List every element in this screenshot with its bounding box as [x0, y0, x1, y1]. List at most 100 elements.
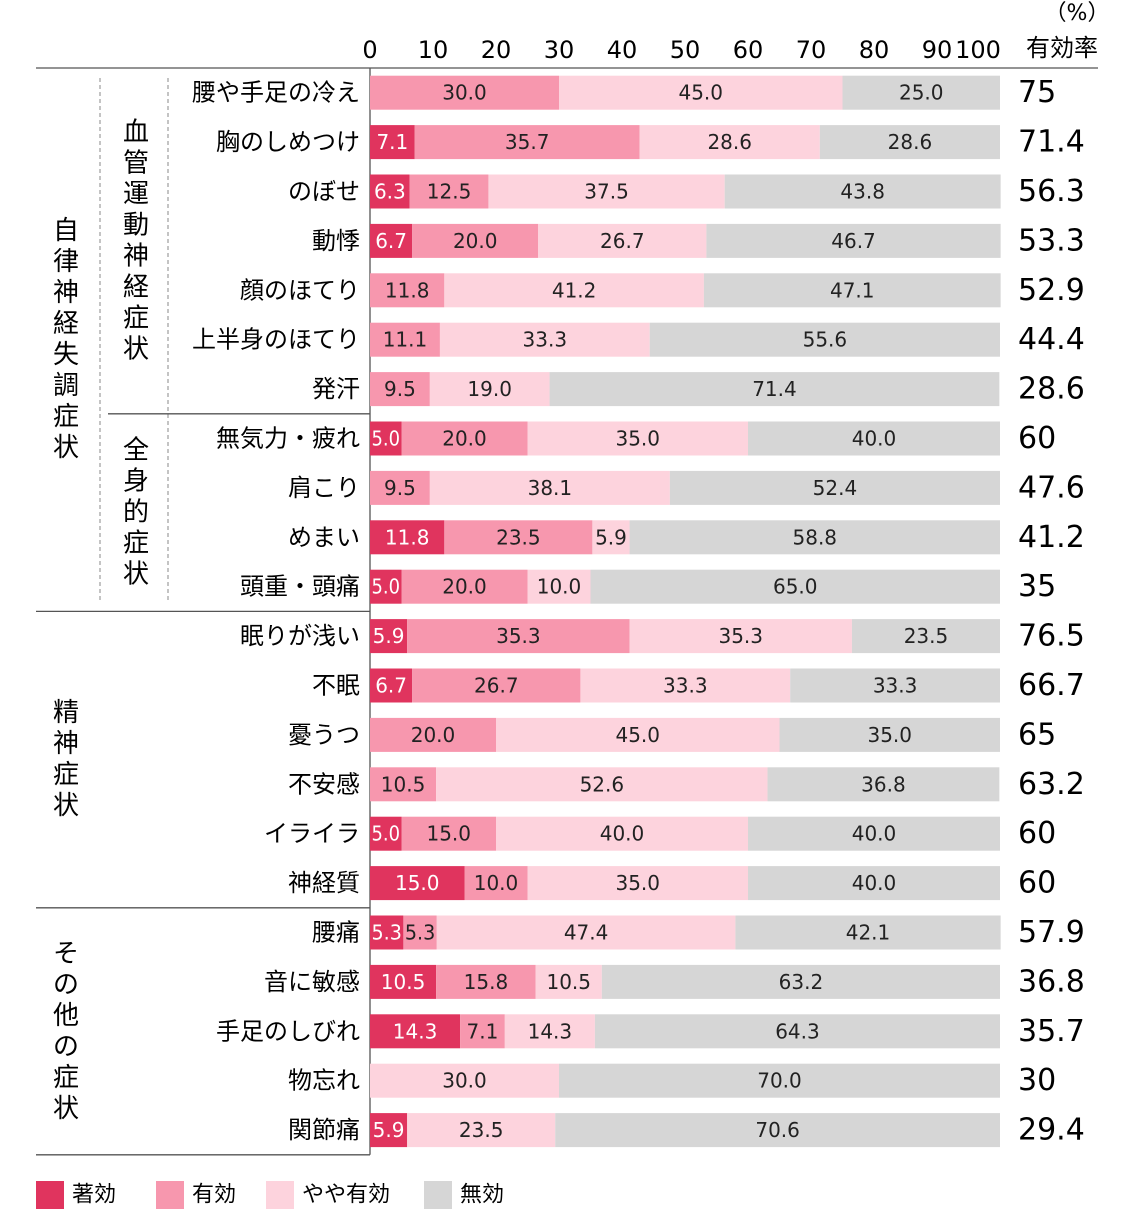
group-label-char: 神 — [53, 278, 79, 308]
rate-value: 53.3 — [1018, 223, 1085, 258]
bar-value-label: 35.0 — [615, 427, 660, 451]
bar-segment — [370, 717, 496, 752]
bar-segment — [370, 372, 430, 407]
bar-segment — [370, 174, 410, 209]
bar-value-label: 10.5 — [546, 970, 591, 994]
group-label-char: の — [53, 1032, 79, 1062]
bar-value-label: 47.4 — [564, 921, 609, 945]
rate-value: 60 — [1018, 816, 1056, 851]
rate-value: 29.4 — [1018, 1113, 1085, 1148]
bar-segment — [724, 174, 1001, 209]
bar-value-label: 5.9 — [373, 1118, 405, 1142]
group-label-char: 失 — [53, 340, 79, 370]
rate-value: 57.9 — [1018, 915, 1085, 950]
bar-segment — [439, 322, 650, 357]
bar-value-label: 64.3 — [775, 1019, 820, 1043]
bar-value-label: 46.7 — [831, 229, 876, 253]
bar-segment — [460, 1014, 505, 1049]
rate-value: 28.6 — [1018, 372, 1085, 407]
bar-segment — [370, 569, 402, 604]
bar-segment — [767, 767, 1000, 802]
bar-segment — [629, 520, 1000, 555]
bar-segment — [407, 1113, 556, 1148]
legend-swatch — [266, 1181, 294, 1209]
bar-value-label: 7.1 — [376, 130, 408, 154]
bar-value-label: 33.3 — [523, 328, 568, 352]
bar-segment — [735, 915, 1001, 950]
x-tick-label: 50 — [670, 36, 701, 64]
bar-segment — [594, 1014, 1000, 1049]
rate-value: 35 — [1018, 569, 1056, 604]
subgroup-label-char: 症 — [123, 529, 149, 559]
bar-segment — [370, 668, 413, 703]
bar-value-label: 63.2 — [779, 970, 824, 994]
rate-value: 60 — [1018, 866, 1056, 901]
bar-value-label: 35.7 — [505, 130, 550, 154]
subgroup-label-char: 身 — [123, 467, 149, 497]
bar-segment — [590, 569, 1000, 604]
bar-value-label: 65.0 — [773, 575, 818, 599]
bar-value-label: 9.5 — [384, 476, 416, 500]
subgroup-label-char: 全 — [123, 436, 149, 466]
group-label-char: そ — [53, 939, 79, 969]
bar-value-label: 20.0 — [442, 427, 487, 451]
group-label-char: 神 — [53, 729, 79, 759]
group-label-char: 状 — [53, 791, 79, 821]
bar-value-label: 23.5 — [904, 624, 949, 648]
bar-segment — [851, 619, 1000, 654]
bar-segment — [842, 75, 1000, 110]
bar-segment — [370, 1113, 408, 1148]
bar-segment — [527, 866, 748, 901]
row-label: イライラ — [264, 820, 360, 848]
unit-label: （%） — [1045, 1, 1110, 26]
bar-value-label: 40.0 — [852, 427, 897, 451]
x-tick-label: 30 — [544, 36, 575, 64]
bar-value-label: 19.0 — [467, 377, 512, 401]
bar-segment — [370, 619, 408, 654]
bar-value-label: 71.4 — [752, 377, 797, 401]
bar-segment — [414, 125, 640, 160]
bar-value-label: 30.0 — [442, 1069, 487, 1093]
bar-segment — [436, 964, 536, 999]
bar-value-label: 11.1 — [383, 328, 428, 352]
rate-value: 30 — [1018, 1063, 1056, 1098]
bar-segment — [370, 520, 445, 555]
bar-value-label: 58.8 — [793, 525, 838, 549]
row-label: めまい — [288, 523, 360, 551]
row-label: 胸のしめつけ — [216, 128, 360, 156]
bar-value-label: 33.3 — [663, 674, 708, 698]
group-label-char: の — [53, 970, 79, 1000]
bar-value-label: 5.0 — [372, 427, 401, 451]
bar-value-label: 15.8 — [464, 970, 509, 994]
bar-value-label: 12.5 — [427, 180, 472, 204]
bar-segment — [436, 915, 736, 950]
row-label: 発汗 — [312, 375, 360, 403]
group-label-char: 調 — [53, 371, 79, 401]
x-tick-label: 40 — [607, 36, 638, 64]
rate-value: 44.4 — [1018, 322, 1085, 357]
legend-label: 著効 — [72, 1183, 116, 1208]
legend-swatch — [156, 1181, 184, 1209]
bar-value-label: 55.6 — [803, 328, 848, 352]
bar-segment — [444, 520, 593, 555]
bar-segment — [703, 273, 1001, 308]
group-label-char: 状 — [53, 1094, 79, 1124]
legend-label: やや有効 — [302, 1183, 390, 1208]
bar-segment — [370, 866, 465, 901]
legend-label: 無効 — [460, 1183, 504, 1208]
bar-segment — [370, 273, 445, 308]
subgroup-label-char: 経 — [123, 272, 149, 302]
rate-value: 60 — [1018, 421, 1056, 456]
subgroup-label-char: 的 — [123, 498, 149, 528]
subgroup-label-char: 状 — [123, 334, 149, 364]
bar-segment — [496, 816, 748, 851]
bar-segment — [444, 273, 704, 308]
bar-value-label: 11.8 — [385, 525, 430, 549]
bar-value-label: 6.7 — [375, 229, 407, 253]
bar-segment — [429, 372, 550, 407]
bar-value-label: 28.6 — [888, 130, 933, 154]
bar-value-label: 41.2 — [552, 278, 597, 302]
